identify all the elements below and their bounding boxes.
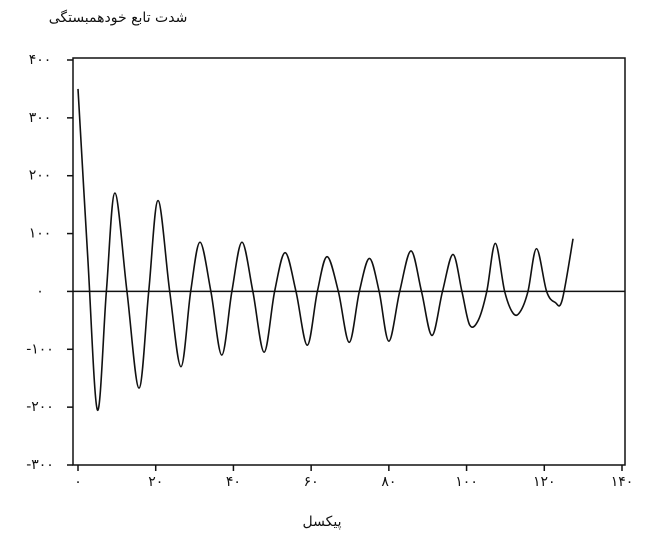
x-tick-label: ۱۰۰ (455, 474, 478, 490)
x-axis-label: پیکسل (303, 514, 342, 530)
y-tick-label: -۱۰۰ (26, 341, 54, 357)
y-tick-label: ۲۰۰ (29, 168, 52, 184)
x-tick-label: ۰ (74, 474, 82, 490)
x-tick-label: ۱۲۰ (533, 474, 556, 490)
y-tick-label: -۳۰۰ (26, 457, 54, 473)
y-tick-label: ۳۰۰ (29, 110, 52, 126)
x-tick-label: ۶۰ (304, 474, 319, 490)
x-tick-label: ۴۰ (226, 474, 241, 490)
y-tick-label: ۱۰۰ (29, 226, 52, 242)
chart-title: شدت تابع خودهمبستگی (49, 9, 188, 26)
x-tick-label: ۱۴۰ (611, 474, 634, 490)
y-tick-label: ۰ (36, 283, 44, 299)
x-tick-label: ۲۰ (148, 474, 163, 490)
y-tick-label: -۲۰۰ (26, 399, 54, 415)
plot-frame (72, 57, 626, 466)
y-tick-label: ۴۰۰ (29, 52, 52, 68)
data-line (77, 88, 574, 411)
x-tick-label: ۸۰ (381, 474, 396, 490)
